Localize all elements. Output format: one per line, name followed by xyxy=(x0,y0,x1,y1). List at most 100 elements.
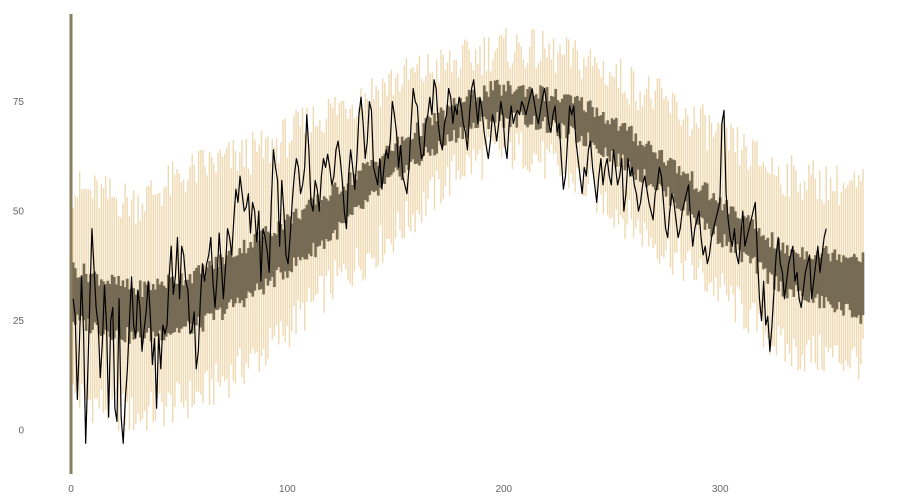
normal-range-bar xyxy=(664,165,668,197)
normal-range-bar xyxy=(394,143,397,168)
normal-range-bar xyxy=(277,221,281,268)
normal-range-bar xyxy=(247,248,250,292)
record-range-bar xyxy=(542,30,544,142)
normal-range-bar xyxy=(814,255,817,298)
record-range-bar xyxy=(548,43,550,153)
normal-range-bar xyxy=(84,273,88,331)
normal-range-bar xyxy=(441,110,445,146)
record-range-bar xyxy=(505,28,507,152)
record-range-bar xyxy=(723,119,726,285)
normal-range-bar xyxy=(822,248,826,309)
normal-range-bar xyxy=(487,96,490,129)
normal-range-bar xyxy=(556,100,560,137)
normal-range-bar xyxy=(703,182,707,230)
normal-range-bar xyxy=(206,267,209,314)
record-range-bar xyxy=(552,38,555,155)
normal-range-bar xyxy=(651,152,655,187)
normal-range-bar xyxy=(498,84,501,122)
normal-range-bar xyxy=(439,107,443,145)
normal-range-bar xyxy=(91,273,94,330)
normal-range-bar xyxy=(385,145,389,178)
normal-range-bars xyxy=(71,79,865,344)
normal-range-bar xyxy=(249,242,252,293)
normal-range-bar xyxy=(264,226,268,279)
normal-range-bar xyxy=(573,96,577,130)
current-year-line xyxy=(72,79,827,444)
normal-range-bar xyxy=(690,171,694,215)
normal-range-bar xyxy=(97,285,101,335)
y-tick-label: 0 xyxy=(18,426,24,437)
normal-range-bar xyxy=(195,267,198,326)
normal-range-bar xyxy=(229,249,233,300)
normal-range-bar xyxy=(632,141,635,175)
normal-range-bar xyxy=(173,283,177,333)
record-range-bar xyxy=(700,108,702,260)
record-range-bar xyxy=(299,126,302,310)
normal-range-bar xyxy=(636,145,640,170)
normal-range-bar xyxy=(563,94,566,126)
normal-range-bar xyxy=(677,166,681,209)
normal-range-bar xyxy=(859,262,863,324)
normal-range-bar xyxy=(829,261,832,305)
normal-range-bar xyxy=(424,118,428,147)
normal-range-bar xyxy=(426,115,430,153)
normal-range-bar xyxy=(156,278,159,337)
normal-range-bar xyxy=(798,257,802,291)
normal-range-bar xyxy=(227,250,231,303)
normal-range-bar xyxy=(305,204,309,260)
normal-range-bar xyxy=(599,115,603,155)
normal-range-bar xyxy=(824,246,828,298)
normal-range-bar xyxy=(669,157,672,206)
normal-range-bar xyxy=(431,125,434,150)
normal-range-bar xyxy=(502,84,506,128)
normal-range-bar xyxy=(149,290,153,342)
normal-range-bar xyxy=(299,219,302,261)
normal-range-bar xyxy=(329,195,332,241)
normal-range-bar xyxy=(141,297,144,343)
x-tick-label: 0 xyxy=(68,484,74,495)
normal-range-bar xyxy=(790,249,793,290)
normal-range-bar xyxy=(617,130,620,154)
normal-range-bar xyxy=(154,289,157,337)
normal-range-bar xyxy=(359,170,363,209)
normal-range-bar xyxy=(840,262,843,311)
y-tick-label: 25 xyxy=(13,316,25,327)
normal-range-bar xyxy=(541,86,545,122)
record-range-bar xyxy=(812,160,814,337)
normal-range-bar xyxy=(550,95,553,125)
normal-range-bar xyxy=(738,218,741,250)
normal-range-bar xyxy=(861,252,865,316)
normal-range-bar xyxy=(322,196,326,249)
normal-range-bar xyxy=(820,253,824,296)
normal-range-bar xyxy=(684,173,687,202)
normal-range-bar xyxy=(281,229,285,280)
normal-range-bar xyxy=(476,97,480,128)
normal-range-bar xyxy=(478,99,482,122)
normal-range-bar xyxy=(147,282,151,328)
record-range-bar xyxy=(340,100,343,273)
normal-range-bar xyxy=(762,235,765,270)
record-range-bar xyxy=(431,72,434,177)
normal-range-bar xyxy=(584,112,588,147)
normal-range-bar xyxy=(467,89,471,127)
normal-range-bar xyxy=(775,248,778,277)
normal-range-bar xyxy=(472,89,475,123)
normal-range-bar xyxy=(225,255,229,310)
normal-range-bar xyxy=(242,239,246,308)
normal-range-bar xyxy=(580,97,583,136)
normal-range-bar xyxy=(831,252,834,308)
normal-range-bar xyxy=(772,248,776,290)
normal-range-bar xyxy=(197,265,200,317)
normal-range-bar xyxy=(115,284,118,331)
normal-range-bar xyxy=(338,194,341,222)
normal-range-bar xyxy=(435,121,438,154)
normal-range-bar xyxy=(818,257,822,309)
record-range-bar xyxy=(200,149,202,395)
normal-range-bar xyxy=(251,247,255,297)
normal-range-bar xyxy=(547,101,551,133)
normal-range-bar xyxy=(671,159,674,195)
normal-range-bar xyxy=(796,253,800,292)
normal-range-bar xyxy=(270,236,274,277)
record-range-bar xyxy=(819,170,821,335)
normal-range-bar xyxy=(151,284,155,332)
